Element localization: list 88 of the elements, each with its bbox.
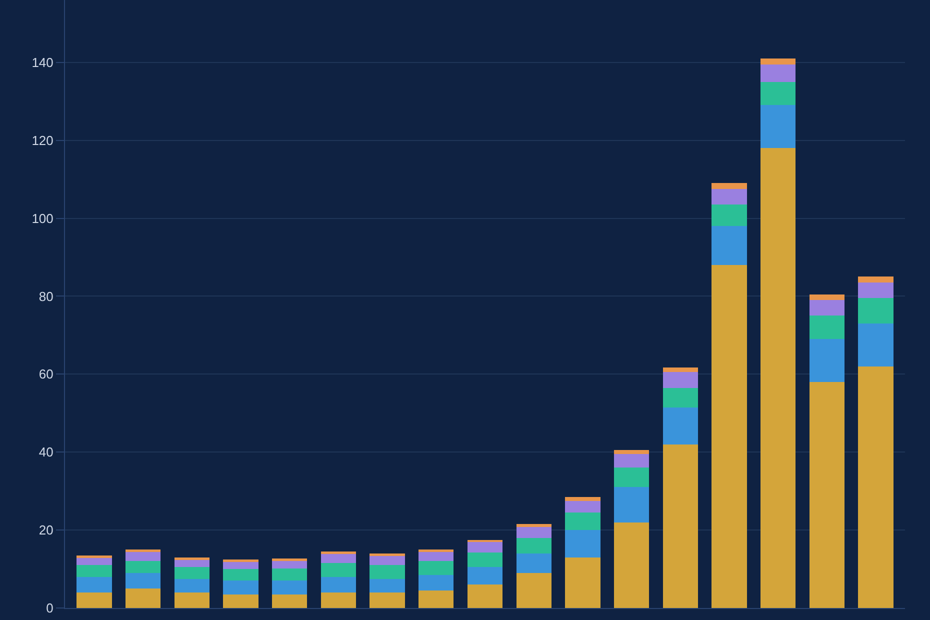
bar — [320, 592, 356, 608]
bar — [516, 538, 552, 554]
bar — [662, 368, 698, 372]
bar — [174, 567, 210, 579]
y-tick-label: 20 — [38, 522, 54, 538]
bar — [370, 592, 405, 608]
bar — [320, 551, 356, 554]
bar — [662, 407, 698, 444]
bar — [272, 560, 308, 568]
bar — [858, 298, 894, 324]
bar — [516, 553, 552, 573]
bar — [174, 578, 210, 592]
bar — [418, 551, 454, 562]
bar — [614, 522, 650, 608]
bar — [760, 58, 796, 64]
bar — [760, 148, 796, 608]
bar — [272, 568, 308, 581]
bar — [174, 592, 210, 608]
bar — [565, 496, 600, 501]
bar — [614, 454, 650, 468]
bar — [662, 372, 698, 388]
bar — [76, 555, 112, 558]
bar — [858, 276, 894, 283]
bar — [223, 580, 258, 594]
bar — [760, 64, 796, 82]
bar — [467, 552, 503, 568]
bar — [809, 382, 844, 608]
bar — [712, 183, 747, 190]
bar — [516, 572, 552, 608]
bar — [76, 592, 112, 608]
bar — [565, 557, 600, 608]
bar — [516, 526, 552, 538]
bar — [320, 576, 356, 592]
bar — [126, 561, 161, 573]
y-tick-label: 80 — [38, 288, 54, 304]
bar — [223, 561, 258, 570]
y-tick-label: 140 — [32, 54, 54, 70]
bar — [126, 588, 161, 608]
bar — [272, 580, 308, 594]
bar — [614, 487, 650, 522]
bar — [418, 561, 454, 575]
bar — [174, 557, 210, 560]
bar — [614, 450, 650, 454]
bar — [565, 512, 600, 530]
bar — [272, 594, 308, 608]
bar — [712, 189, 747, 205]
bar — [76, 557, 112, 566]
bar — [858, 282, 894, 298]
y-tick-label: 120 — [32, 132, 54, 148]
y-tick-label: 60 — [38, 366, 54, 382]
bar — [467, 584, 503, 608]
bar — [614, 468, 650, 488]
bar — [858, 366, 894, 608]
y-tick-label: 100 — [32, 210, 54, 226]
bar — [809, 316, 844, 340]
bar — [712, 226, 747, 266]
bar — [712, 204, 747, 226]
bar — [809, 339, 844, 382]
bar — [467, 542, 503, 553]
bar — [76, 565, 112, 577]
bar — [370, 553, 405, 556]
bar — [370, 578, 405, 592]
bar — [858, 323, 894, 366]
bar — [809, 300, 844, 316]
y-tick-label: 0 — [46, 600, 54, 616]
bar — [370, 555, 405, 566]
bar — [76, 576, 112, 592]
bar — [516, 524, 552, 527]
bar — [760, 82, 796, 106]
bar — [662, 388, 698, 408]
bar — [418, 590, 454, 608]
bar — [467, 567, 503, 585]
bar — [662, 444, 698, 608]
bar — [126, 551, 161, 562]
bar — [565, 530, 600, 558]
bar — [223, 594, 258, 608]
bar — [809, 294, 844, 300]
bar — [320, 563, 356, 577]
bar — [320, 553, 356, 564]
bar — [418, 574, 454, 590]
bar — [712, 265, 747, 608]
bar — [565, 500, 600, 513]
bar — [126, 572, 161, 589]
bar — [223, 559, 258, 562]
bar — [370, 565, 405, 579]
bar — [760, 105, 796, 148]
y-tick-label: 40 — [38, 444, 54, 460]
bar — [223, 569, 258, 581]
